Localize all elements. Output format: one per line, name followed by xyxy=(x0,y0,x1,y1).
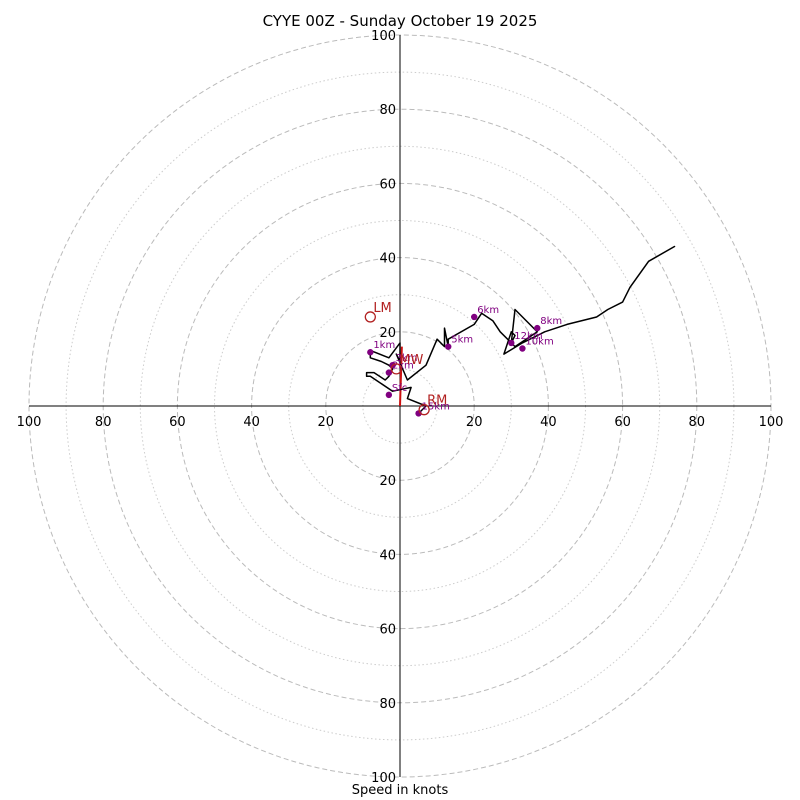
shear-vector-line xyxy=(399,346,403,407)
height-marker-point xyxy=(519,345,526,352)
chart-title: CYYE 00Z - Sunday October 19 2025 xyxy=(262,12,538,30)
tick-label-top: 80 xyxy=(379,103,396,118)
height-marker-label: 6km xyxy=(477,305,499,316)
height-marker-point xyxy=(445,343,452,350)
height-marker-point xyxy=(534,324,541,332)
tick-label-right: 60 xyxy=(614,415,631,430)
tick-label-left: 80 xyxy=(95,415,112,430)
height-marker-label: 10km xyxy=(525,336,553,347)
tick-labels: 20 20 20 20 40 40 40 40 60 60 60 60 80 80 80 80 100 100 10… xyxy=(17,29,784,786)
height-marker-label: 3km xyxy=(396,353,418,364)
hodograph-line xyxy=(365,245,676,414)
tick-label-right: 80 xyxy=(689,415,706,430)
height-marker-point xyxy=(385,369,393,376)
height-marker-label: 1km xyxy=(373,340,395,351)
tick-label-left: 20 xyxy=(318,415,335,430)
height-marker-label: Sfc xyxy=(392,383,407,394)
shear-vector xyxy=(399,346,403,407)
height-marker-label: 2km xyxy=(392,361,414,372)
tick-label-bottom: 20 xyxy=(379,474,396,489)
tick-label-bottom: 100 xyxy=(371,771,396,786)
x-axis-label: Speed in knots xyxy=(351,783,449,798)
tick-label-bottom: 40 xyxy=(379,548,396,563)
storm-motion-marker xyxy=(418,404,430,416)
tick-label-left: 60 xyxy=(169,415,186,430)
tick-label-bottom: 80 xyxy=(379,697,396,712)
storm-motion-label: RM xyxy=(427,394,447,409)
tick-label-top: 60 xyxy=(379,177,396,192)
height-marker-point xyxy=(471,313,478,321)
tick-label-top: 100 xyxy=(371,29,396,44)
height-marker-point xyxy=(508,339,515,347)
height-marker-point xyxy=(367,349,374,356)
height-marker-label: 12km xyxy=(514,331,542,342)
tick-label-left: 100 xyxy=(17,415,42,430)
height-marker-point xyxy=(385,391,393,399)
storm-motion-marker xyxy=(390,363,402,375)
tick-label-right: 20 xyxy=(466,415,483,430)
storm-motion-marker xyxy=(364,311,376,323)
tick-label-bottom: 60 xyxy=(379,623,396,638)
hodograph-trace xyxy=(365,245,676,414)
storm-motion-label: MW xyxy=(399,353,423,368)
tick-label-right: 100 xyxy=(759,415,784,430)
tick-label-left: 40 xyxy=(243,415,260,430)
tick-label-top: 20 xyxy=(379,326,396,341)
tick-label-right: 40 xyxy=(540,415,557,430)
height-marker-label: 15km xyxy=(422,401,450,412)
tick-label-top: 40 xyxy=(379,252,396,267)
height-marker-label: 8km xyxy=(540,316,562,327)
height-marker-label: 5km xyxy=(451,335,473,346)
storm-motions: LM MW RM xyxy=(364,301,447,416)
storm-motion-label: LM xyxy=(373,301,391,316)
